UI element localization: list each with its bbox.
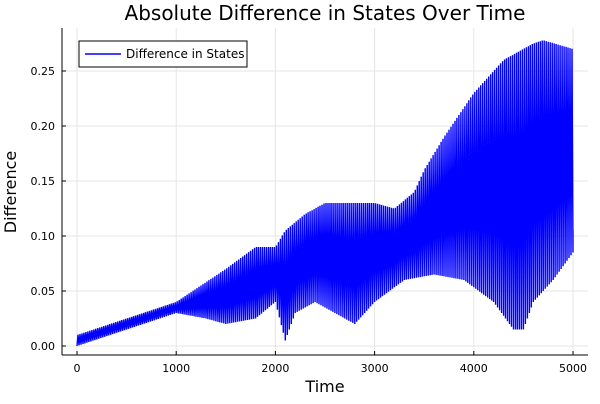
y-tick-label: 0.00 [31, 340, 56, 353]
legend: Difference in States [78, 40, 248, 68]
legend-label: Difference in States [126, 47, 244, 61]
y-tick-label: 0.15 [31, 175, 56, 188]
x-tick-label: 0 [74, 362, 81, 375]
chart-title: Absolute Difference in States Over Time [125, 1, 526, 25]
y-tick-label: 0.05 [31, 285, 56, 298]
axes [61, 28, 588, 356]
x-tick-label: 2000 [261, 362, 289, 375]
y-tick-label: 0.10 [31, 230, 56, 243]
y-axis-label: Difference [1, 151, 20, 233]
x-tick-label: 3000 [361, 362, 389, 375]
y-tick-label: 0.20 [31, 120, 56, 133]
x-tick-label: 1000 [162, 362, 190, 375]
legend-box [78, 40, 248, 68]
y-ticks: 0.00 0.05 0.10 0.15 0.20 0.25 [31, 65, 66, 353]
series-difference-in-states [76, 40, 574, 347]
y-tick-label: 0.25 [31, 65, 56, 78]
x-axis-label: Time [304, 377, 344, 396]
x-tick-label: 5000 [559, 362, 587, 375]
x-ticks: 0 1000 2000 3000 4000 5000 [74, 351, 587, 375]
series-line [76, 40, 574, 347]
x-tick-label: 4000 [460, 362, 488, 375]
